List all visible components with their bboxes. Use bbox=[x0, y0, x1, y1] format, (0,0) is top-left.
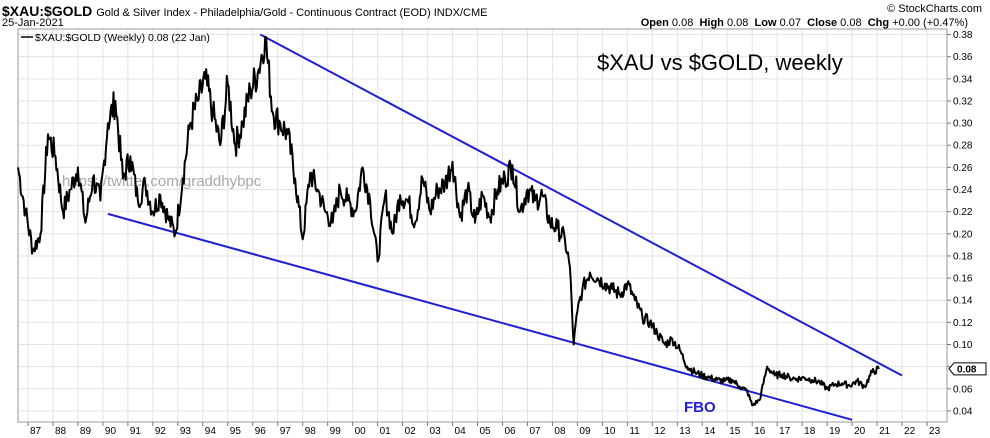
date-label: 25-Jan-2021 bbox=[2, 17, 64, 29]
y-tick-label: 0.14 bbox=[953, 296, 973, 307]
price-line bbox=[17, 35, 880, 407]
x-tick-label: 01 bbox=[380, 426, 392, 437]
open-label: Open bbox=[640, 17, 669, 29]
trendlines bbox=[107, 33, 903, 421]
x-tick-label: 12 bbox=[654, 426, 666, 437]
x-tick-label: 21 bbox=[879, 426, 891, 437]
x-tick-label: 97 bbox=[280, 426, 292, 437]
low-label: Low bbox=[754, 17, 777, 29]
y-tick-label: 0.36 bbox=[953, 52, 973, 63]
y-tick-label: 0.10 bbox=[953, 340, 973, 351]
grid bbox=[18, 29, 947, 422]
ohlc-readout: Open 0.08 High 0.08 Low 0.07 Close 0.08 … bbox=[641, 17, 968, 29]
y-tick-label: 0.06 bbox=[953, 384, 973, 395]
y-tick-label: 0.32 bbox=[953, 96, 973, 107]
high-value: 0.08 bbox=[726, 17, 749, 29]
x-tick-label: 10 bbox=[604, 426, 616, 437]
x-tick-label: 87 bbox=[30, 426, 42, 437]
open-value: 0.08 bbox=[671, 17, 694, 29]
x-tick-label: 09 bbox=[579, 426, 591, 437]
y-tick-label: 0.12 bbox=[953, 318, 973, 329]
x-tick-label: 93 bbox=[180, 426, 192, 437]
y-tick-label: 0.16 bbox=[953, 274, 973, 285]
chart-title: $XAU vs $GOLD, weekly bbox=[597, 50, 843, 75]
x-tick-label: 17 bbox=[779, 426, 791, 437]
y-tick-label: 0.38 bbox=[953, 30, 973, 41]
current-value-label: 0.08 bbox=[957, 364, 977, 375]
y-tick-label: 0.34 bbox=[953, 74, 973, 85]
x-tick-label: 00 bbox=[355, 426, 367, 437]
x-tick-label: 99 bbox=[330, 426, 342, 437]
x-tick-label: 04 bbox=[455, 426, 467, 437]
x-tick-label: 14 bbox=[704, 426, 716, 437]
x-tick-label: 18 bbox=[804, 426, 816, 437]
x-tick-label: 92 bbox=[155, 426, 167, 437]
x-tick-label: 15 bbox=[729, 426, 741, 437]
close-label: Close bbox=[807, 17, 838, 29]
y-tick-label: 0.28 bbox=[953, 141, 973, 152]
legend-label: $XAU:$GOLD (Weekly) 0.08 (22 Jan) bbox=[35, 32, 210, 44]
trendline bbox=[259, 33, 903, 377]
x-axis: 87 88 89 90 91 92 93 94 95 96 97 98 99 00 01 02 03 04 05 06… bbox=[27, 422, 941, 437]
x-tick-label: 08 bbox=[554, 426, 566, 437]
x-tick-label: 95 bbox=[230, 426, 242, 437]
trendline bbox=[107, 212, 853, 421]
x-tick-label: 13 bbox=[679, 426, 691, 437]
x-tick-label: 23 bbox=[929, 426, 941, 437]
x-tick-label: 03 bbox=[430, 426, 442, 437]
high-label: High bbox=[699, 17, 724, 29]
x-tick-label: 06 bbox=[504, 426, 516, 437]
low-value: 0.07 bbox=[779, 17, 801, 29]
badge-shape bbox=[948, 362, 987, 376]
watermark-text: https://twitter.com/graddhybpc bbox=[62, 173, 262, 190]
y-tick-label: 0.26 bbox=[953, 163, 973, 174]
x-tick-label: 98 bbox=[305, 426, 317, 437]
symbol-description: Gold & Silver Index - Philadelphia/Gold … bbox=[96, 7, 488, 19]
x-tick-label: 02 bbox=[405, 426, 417, 437]
x-tick-label: 07 bbox=[529, 426, 541, 437]
chg-label: Chg bbox=[867, 17, 890, 29]
y-tick-label: 0.18 bbox=[953, 251, 973, 262]
current-value-badge: 0.08 bbox=[948, 362, 987, 376]
x-tick-label: 05 bbox=[480, 426, 492, 437]
close-value: 0.08 bbox=[840, 17, 862, 29]
legend: $XAU:$GOLD (Weekly) 0.08 (22 Jan) bbox=[21, 32, 210, 44]
y-tick-label: 0.04 bbox=[953, 406, 973, 417]
y-tick-label: 0.30 bbox=[953, 119, 973, 130]
y-tick-label: 0.24 bbox=[953, 185, 973, 196]
x-tick-label: 11 bbox=[629, 426, 640, 437]
x-tick-label: 16 bbox=[754, 426, 766, 437]
x-tick-label: 19 bbox=[829, 426, 841, 437]
x-tick-label: 91 bbox=[130, 426, 142, 437]
x-tick-label: 94 bbox=[205, 426, 217, 437]
x-tick-label: 22 bbox=[904, 426, 916, 437]
chart-header: $XAU:$GOLD Gold & Silver Index - Philadel… bbox=[2, 3, 488, 21]
symbol-label: $XAU:$GOLD bbox=[2, 3, 93, 19]
y-tick-label: 0.20 bbox=[953, 229, 973, 240]
x-tick-label: 90 bbox=[105, 426, 117, 437]
y-axis: 0.040.060.080.100.120.140.160.180.200.22… bbox=[947, 30, 973, 417]
y-tick-label: 0.22 bbox=[953, 207, 973, 218]
x-tick-label: 88 bbox=[55, 426, 67, 437]
fbo-annotation: FBO bbox=[684, 399, 716, 416]
x-tick-label: 89 bbox=[80, 426, 92, 437]
chg-value: +0.00 (+0.47%) bbox=[892, 17, 968, 29]
x-tick-label: 20 bbox=[854, 426, 866, 437]
plot-border bbox=[17, 28, 948, 423]
copyright-label: © StockCharts.com bbox=[887, 3, 982, 15]
x-tick-label: 96 bbox=[255, 426, 267, 437]
